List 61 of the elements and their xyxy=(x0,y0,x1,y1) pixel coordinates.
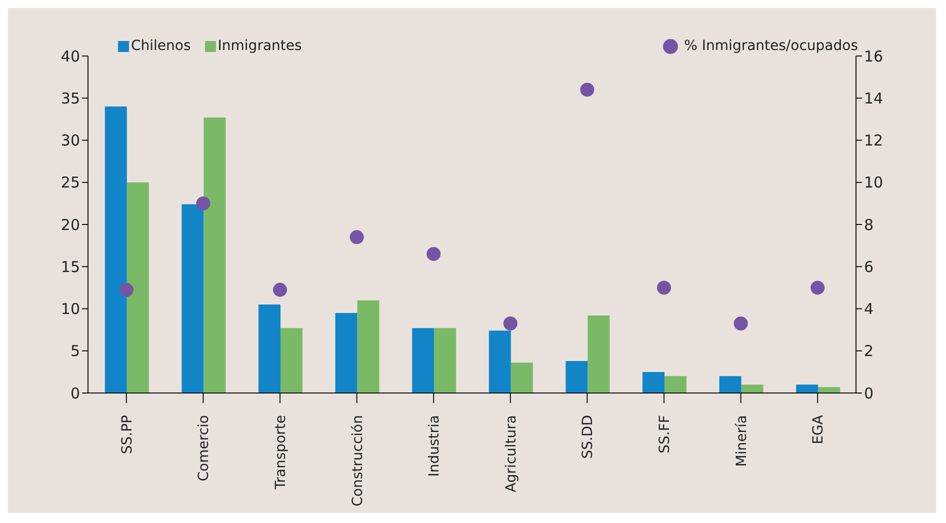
y-tick-label: 0 xyxy=(70,384,80,402)
point xyxy=(503,316,518,330)
point xyxy=(810,280,825,295)
point xyxy=(734,316,748,330)
bar xyxy=(488,330,511,393)
y2-tick-label: 2 xyxy=(864,342,874,360)
x-tick-label: Comercio xyxy=(196,415,212,482)
bar xyxy=(258,304,280,393)
y-tick-label: 10 xyxy=(60,300,80,318)
bar xyxy=(642,372,664,393)
y-tick-label: 25 xyxy=(60,174,80,192)
x-tick-label: Agricultura xyxy=(503,415,520,492)
point xyxy=(580,82,594,97)
point xyxy=(350,230,364,244)
legend-label: Inmigrantes xyxy=(216,38,302,54)
legend-label: Chilenos xyxy=(130,38,191,54)
bar xyxy=(357,300,380,393)
point xyxy=(657,280,671,295)
bar xyxy=(280,328,302,393)
y-tick-label: 20 xyxy=(60,216,80,234)
y2-tick-label: 12 xyxy=(864,132,884,150)
bar xyxy=(588,315,610,393)
bar xyxy=(664,376,686,393)
bar xyxy=(510,362,533,393)
bar xyxy=(719,376,742,393)
y2-tick-label: 4 xyxy=(864,300,874,318)
x-tick-label: EGA xyxy=(810,414,827,444)
y2-tick-label: 14 xyxy=(864,89,884,108)
bar xyxy=(104,106,127,393)
y-tick-label: 30 xyxy=(60,132,80,150)
y-tick-label: 40 xyxy=(60,47,80,66)
legend-label: % Inmigrantes/ocupados xyxy=(683,38,858,54)
y-tick-label: 15 xyxy=(60,258,80,276)
y2-tick-label: 16 xyxy=(864,47,884,66)
bar xyxy=(335,312,358,393)
y2-tick-label: 6 xyxy=(864,258,874,276)
x-tick-label: Industria xyxy=(426,415,443,477)
point xyxy=(119,282,134,297)
bar xyxy=(434,328,456,393)
x-tick-label: SS.DD xyxy=(580,415,596,459)
y2-tick-label: 8 xyxy=(864,216,874,234)
bar xyxy=(126,182,149,393)
x-tick-label: SS.PP xyxy=(119,415,136,454)
y-tick-label: 5 xyxy=(70,342,80,360)
bar xyxy=(204,118,226,393)
x-tick-label: Transporte xyxy=(273,415,289,490)
bar xyxy=(818,387,840,393)
x-tick-label: SS.FF xyxy=(657,415,673,454)
x-tick-label: Minería xyxy=(734,415,750,467)
point xyxy=(196,196,210,210)
bar xyxy=(182,204,204,393)
bar xyxy=(796,384,818,393)
point xyxy=(273,282,287,297)
bar xyxy=(566,360,588,393)
point xyxy=(426,246,441,261)
y2-tick-label: 10 xyxy=(864,174,884,192)
bar xyxy=(412,328,434,393)
bar xyxy=(741,384,764,393)
x-tick-label: Construcción xyxy=(350,415,366,506)
y-tick-label: 35 xyxy=(60,89,80,108)
y2-tick-label: 0 xyxy=(864,384,874,402)
